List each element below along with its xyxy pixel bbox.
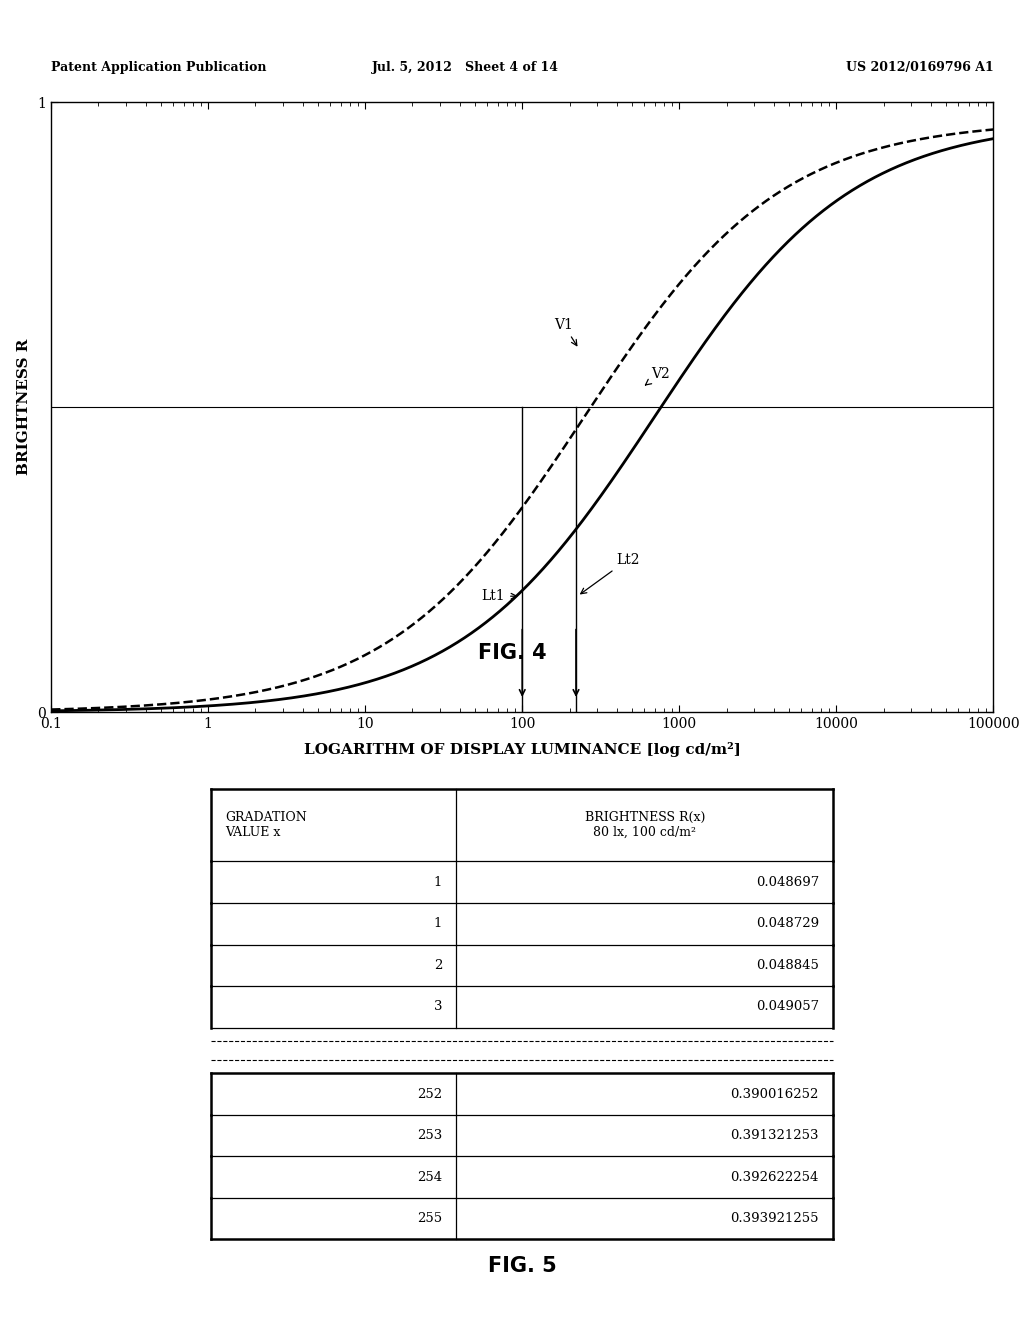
Text: 0.393921255: 0.393921255	[730, 1212, 819, 1225]
Text: 255: 255	[417, 1212, 442, 1225]
Text: 1: 1	[434, 875, 442, 888]
Text: Lt1: Lt1	[481, 589, 517, 603]
Text: V2: V2	[645, 367, 670, 385]
Text: V1: V1	[554, 318, 577, 346]
Text: 0.391321253: 0.391321253	[730, 1129, 819, 1142]
Text: 1: 1	[434, 917, 442, 931]
Text: 0.048697: 0.048697	[756, 875, 819, 888]
Text: Lt2: Lt2	[581, 553, 640, 594]
Text: 0.048845: 0.048845	[756, 958, 819, 972]
Text: Patent Application Publication: Patent Application Publication	[51, 61, 266, 74]
Text: 253: 253	[417, 1129, 442, 1142]
Text: US 2012/0169796 A1: US 2012/0169796 A1	[846, 61, 993, 74]
Text: 2: 2	[434, 958, 442, 972]
Text: Jul. 5, 2012   Sheet 4 of 14: Jul. 5, 2012 Sheet 4 of 14	[372, 61, 559, 74]
Text: 0.392622254: 0.392622254	[730, 1171, 819, 1184]
Text: BRIGHTNESS R(x)
80 lx, 100 cd/m²: BRIGHTNESS R(x) 80 lx, 100 cd/m²	[585, 810, 705, 840]
Text: FIG. 4: FIG. 4	[477, 643, 547, 664]
Text: FIG. 5: FIG. 5	[487, 1255, 557, 1275]
Text: 0.048729: 0.048729	[756, 917, 819, 931]
Text: 3: 3	[433, 1001, 442, 1014]
Y-axis label: BRIGHTNESS R: BRIGHTNESS R	[16, 339, 31, 475]
Text: 0.049057: 0.049057	[756, 1001, 819, 1014]
Text: GRADATION
VALUE x: GRADATION VALUE x	[225, 810, 307, 840]
Text: 252: 252	[417, 1088, 442, 1101]
Text: 0.390016252: 0.390016252	[730, 1088, 819, 1101]
X-axis label: LOGARITHM OF DISPLAY LUMINANCE [log cd/m²]: LOGARITHM OF DISPLAY LUMINANCE [log cd/m…	[304, 742, 740, 758]
Text: 254: 254	[417, 1171, 442, 1184]
